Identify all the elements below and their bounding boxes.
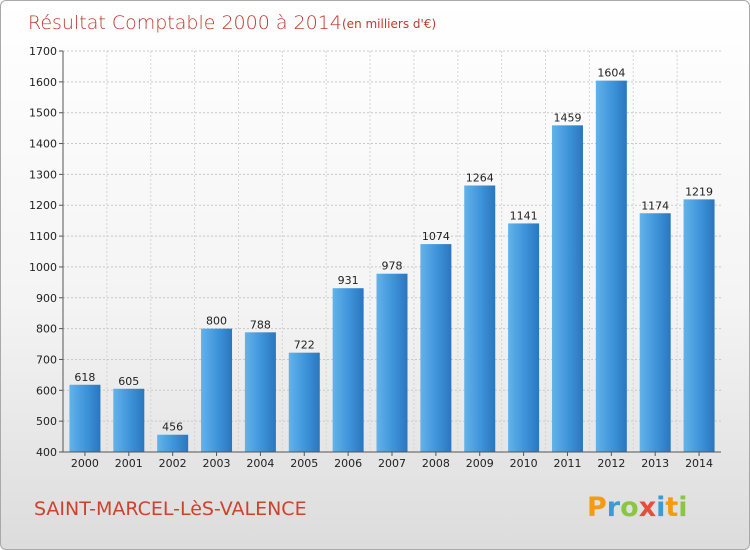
data-label: 456 (162, 421, 183, 434)
y-tick-label: 900 (36, 292, 57, 305)
x-tick-label: 2004 (246, 457, 274, 470)
logo-letter: i (656, 492, 665, 523)
y-tick-label: 1600 (29, 76, 57, 89)
x-tick-label: 2003 (203, 457, 231, 470)
logo-letter: o (620, 492, 639, 523)
data-label: 1459 (553, 111, 581, 124)
bar-2002 (157, 434, 189, 452)
x-tick-label: 2008 (422, 457, 450, 470)
x-tick-label: 2014 (685, 457, 713, 470)
data-label: 788 (250, 318, 271, 331)
bar-2014 (683, 199, 715, 452)
bar-2000 (69, 384, 101, 452)
logo-letter: t (665, 492, 678, 523)
bar-2013 (639, 213, 671, 452)
x-tick-label: 2007 (378, 457, 406, 470)
x-tick-label: 2000 (71, 457, 99, 470)
data-label: 1219 (685, 185, 713, 198)
x-tick-label: 2010 (510, 457, 538, 470)
bar-2005 (288, 352, 320, 452)
x-tick-label: 2009 (466, 457, 494, 470)
y-tick-label: 500 (36, 415, 57, 428)
data-label: 1141 (510, 209, 538, 222)
proxiti-logo: Proxiti (587, 492, 688, 523)
logo-letter: P (587, 492, 607, 523)
x-tick-label: 2011 (553, 457, 581, 470)
bar-2001 (113, 388, 145, 452)
bar-2012 (595, 80, 627, 452)
data-label: 931 (338, 274, 359, 287)
bar-2004 (244, 332, 276, 452)
data-label: 618 (74, 371, 95, 384)
bar-2007 (376, 273, 408, 452)
x-tick-label: 2001 (115, 457, 143, 470)
data-label: 1174 (641, 199, 669, 212)
bar-2011 (551, 125, 583, 452)
bar-2003 (201, 328, 233, 452)
x-tick-label: 2012 (597, 457, 625, 470)
bar-2010 (508, 223, 540, 452)
chart-subtitle: (en milliers d'€) (342, 17, 436, 31)
y-tick-label: 700 (36, 353, 57, 366)
y-tick-label: 1000 (29, 261, 57, 274)
x-tick-label: 2013 (641, 457, 669, 470)
location-name: SAINT-MARCEL-LèS-VALENCE (34, 498, 307, 520)
logo-letter: x (639, 492, 656, 523)
bar-2008 (420, 244, 452, 452)
x-tick-label: 2005 (290, 457, 318, 470)
bar-2009 (464, 185, 496, 452)
x-tick-label: 2006 (334, 457, 362, 470)
y-tick-label: 1200 (29, 199, 57, 212)
data-label: 1604 (597, 67, 625, 80)
data-label: 800 (206, 315, 227, 328)
y-tick-label: 1300 (29, 168, 57, 181)
y-tick-label: 400 (36, 446, 57, 459)
y-tick-label: 1700 (29, 45, 57, 58)
data-label: 605 (118, 375, 139, 388)
data-label: 978 (382, 260, 403, 273)
x-tick-label: 2002 (159, 457, 187, 470)
y-tick-label: 1400 (29, 138, 57, 151)
y-tick-label: 800 (36, 323, 57, 336)
bar-2006 (332, 288, 364, 452)
logo-letter: i (678, 492, 687, 523)
data-label: 722 (294, 339, 315, 352)
data-label: 1074 (422, 230, 450, 243)
y-tick-label: 1500 (29, 107, 57, 120)
y-tick-label: 1100 (29, 230, 57, 243)
logo-letter: r (607, 492, 621, 523)
chart-title: Résultat Comptable 2000 à 2014 (28, 12, 342, 34)
y-tick-label: 600 (36, 384, 57, 397)
data-label: 1264 (466, 171, 494, 184)
